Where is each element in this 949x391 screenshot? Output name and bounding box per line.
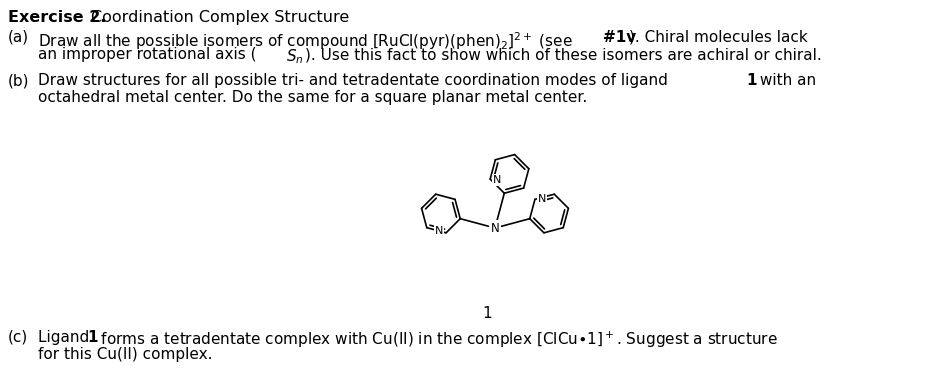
- Text: Ligand: Ligand: [38, 330, 94, 345]
- Text: with an: with an: [755, 73, 816, 88]
- Text: (a): (a): [8, 30, 29, 45]
- Text: 1: 1: [87, 330, 98, 345]
- Text: N: N: [491, 221, 499, 235]
- Text: forms a tetradentate complex with Cu(II) in the complex [ClCu$\bullet$1]$^+$. Su: forms a tetradentate complex with Cu(II)…: [96, 330, 778, 350]
- Text: N: N: [435, 226, 443, 236]
- Text: ). Use this fact to show which of these isomers are achiral or chiral.: ). Use this fact to show which of these …: [305, 47, 822, 62]
- Text: Draw all the possible isomers of compound [RuCl(pyr)(phen)$_2$]$^{2+}$ (see: Draw all the possible isomers of compoun…: [38, 30, 573, 52]
- Text: octahedral metal center. Do the same for a square planar metal center.: octahedral metal center. Do the same for…: [38, 90, 587, 105]
- Text: N: N: [493, 175, 502, 185]
- Text: for this Cu(II) complex.: for this Cu(II) complex.: [38, 347, 213, 362]
- Text: (b): (b): [8, 73, 29, 88]
- Text: 1: 1: [746, 73, 756, 88]
- Text: Coordination Complex Structure: Coordination Complex Structure: [91, 10, 349, 25]
- Text: Exercise 2.: Exercise 2.: [8, 10, 106, 25]
- Text: Draw structures for all possible tri- and tetradentate coordination modes of lig: Draw structures for all possible tri- an…: [38, 73, 673, 88]
- Text: an improper rotational axis (: an improper rotational axis (: [38, 47, 256, 62]
- Text: ). Chiral molecules lack: ). Chiral molecules lack: [629, 30, 808, 45]
- Text: N: N: [538, 194, 547, 204]
- Text: 1: 1: [482, 306, 492, 321]
- Text: #1v: #1v: [603, 30, 636, 45]
- Text: (c): (c): [8, 330, 28, 345]
- Text: $\it{S}_n$: $\it{S}_n$: [286, 47, 304, 66]
